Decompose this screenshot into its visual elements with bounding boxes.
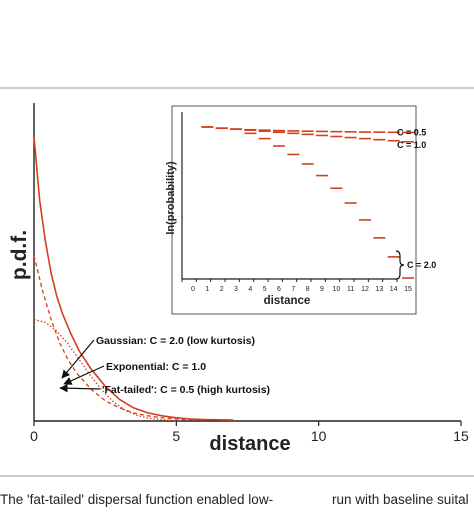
inset-x-tick-label: 12: [361, 286, 369, 293]
inset-x-tick-label: 2: [220, 286, 224, 293]
inset-x-axis-label: distance: [264, 295, 311, 307]
inset-series-label: C = 0.5: [397, 127, 426, 137]
inset-x-tick-label: 14: [390, 286, 398, 293]
inset-y-axis-label: ln(probability): [165, 161, 177, 235]
main-chart: 0 5 10 15 p.d.f. distance Gaussian: C = 2.0…: [8, 103, 469, 455]
inset-series-label: C = 1.0: [397, 140, 426, 150]
caption-right: run with baseline suital: [332, 492, 469, 507]
caption-left: The 'fat-tailed' dispersal function enab…: [0, 492, 274, 507]
inset-x-tick-label: 10: [332, 286, 340, 293]
inset-x-tick-label: 11: [347, 286, 354, 293]
main-series-line-solid: [33, 136, 234, 421]
main-y-axis-label: p.d.f.: [8, 230, 31, 280]
inset-x-tick-label: 8: [306, 286, 310, 293]
inset-frame: [171, 105, 417, 315]
main-x-tick-label: 15: [453, 428, 469, 444]
inset-brace: [395, 250, 405, 280]
main-series-line-dotted: [33, 318, 177, 422]
annotation-arrow: [59, 383, 101, 393]
main-x-axis-label: distance: [209, 433, 290, 455]
main-x-tick-label: 10: [311, 428, 327, 444]
main-x-tick-label: 0: [30, 428, 38, 444]
inset-x-tick-label: 9: [320, 286, 324, 293]
inset-x-tick-label: 0: [191, 286, 195, 293]
inset-series-label: C = 2.0: [407, 260, 436, 270]
annotation-label: Gaussian: C = 2.0 (low kurtosis): [96, 335, 255, 347]
inset-x-tick-label: 5: [263, 286, 267, 293]
annotation-label: 'Fat-tailed': C = 0.5 (high kurtosis): [102, 384, 270, 396]
inset-x-tick-label: 3: [234, 286, 238, 293]
annotation-arrow: [61, 339, 95, 379]
inset-x-tick-label: 15: [404, 286, 412, 293]
inset-chart: 0 1 2 3 4 5 6 7 8 9 10 11 12 13 14 15 ln(probability) d…: [165, 105, 436, 315]
inset-x-tick-label: 7: [291, 286, 295, 293]
inset-x-tick-label: 13: [375, 286, 383, 293]
annotation-arrow: [63, 365, 105, 385]
annotation-label: Exponential: C = 1.0: [106, 361, 206, 373]
inset-x-tick-label: 6: [277, 286, 281, 293]
figure: 0 5 10 15 p.d.f. distance Gaussian: C = 2.0…: [0, 87, 474, 477]
inset-x-tick-label: 1: [205, 286, 209, 293]
main-x-tick-label: 5: [172, 428, 180, 444]
inset-x-tick-label: 4: [248, 286, 252, 293]
main-series-line-dashed: [33, 255, 205, 421]
